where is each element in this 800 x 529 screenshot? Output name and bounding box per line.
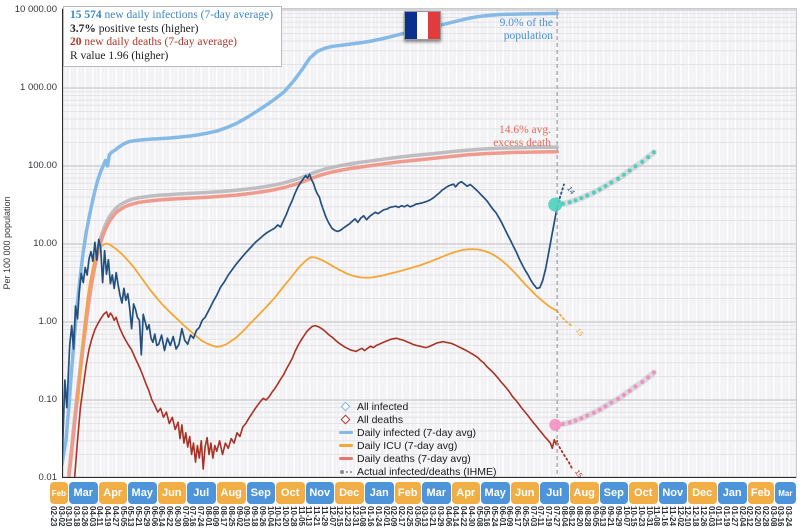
month-label-feb: Feb <box>394 482 421 504</box>
legend-line-icon <box>338 457 353 460</box>
stat-daily-deaths: 20 new daily deaths (7-day average) <box>70 36 237 48</box>
date-tick-label: 03-24 <box>784 506 793 527</box>
svg-text:14: 14 <box>565 186 575 196</box>
legend-item-label: Daily ICU (7-day avg) <box>357 439 458 452</box>
y-tick-label: 10.00 <box>33 238 57 249</box>
chart-canvas: 14 15 15 <box>62 8 797 478</box>
y-axis-title: Per 100 000 population <box>2 196 12 290</box>
legend-item-label: Actual infected/deaths (IHME) <box>357 465 497 478</box>
y-tick-label: 0.10 <box>38 394 58 405</box>
month-label-jan: Jan <box>717 482 747 504</box>
month-label-nov: Nov <box>658 482 687 504</box>
legend-dots-icon <box>338 469 353 474</box>
month-label-oct: Oct <box>628 482 658 504</box>
month-label-mar: Mar <box>421 482 451 504</box>
month-label-nov: Nov <box>305 482 334 504</box>
legend-item: Actual infected/deaths (IHME) <box>338 465 496 478</box>
month-label-jan: Jan <box>364 482 394 504</box>
legend-item: All infected <box>338 400 496 413</box>
population-annotation: 9.0% of the population <box>499 17 553 42</box>
month-label-may: May <box>127 482 157 504</box>
month-label-jun: Jun <box>510 482 539 504</box>
svg-text:15: 15 <box>573 469 583 478</box>
legend-line-icon <box>338 444 353 447</box>
legend-item: Daily deaths (7-day avg) <box>338 452 496 465</box>
month-label-mar: Mar <box>774 482 796 504</box>
month-label-feb: Feb <box>747 482 774 504</box>
month-label-feb: Feb <box>50 482 68 504</box>
stat-daily-infections: 15 574 new daily infections (7-day avera… <box>70 9 274 21</box>
legend-item: Daily infected (7-day avg) <box>338 426 496 439</box>
stats-info-box: 15 574 new daily infections (7-day avera… <box>63 6 283 67</box>
y-tick-label: 1.00 <box>38 316 58 327</box>
month-axis-bar: Feb Mar Apr May Jun Jul Aug Sep Oct Nov Dec Jan Feb M… <box>0 482 800 504</box>
legend-item-label: All infected <box>357 400 409 413</box>
y-tick-label: 1 000.00 <box>20 82 57 93</box>
month-label-dec: Dec <box>334 482 364 504</box>
legend-item: All deaths <box>338 413 496 426</box>
month-label-mar: Mar <box>68 482 98 504</box>
month-label-apr: Apr <box>451 482 480 504</box>
month-label-jun: Jun <box>157 482 186 504</box>
month-label-aug: Aug <box>569 482 599 504</box>
svg-text:15: 15 <box>574 327 584 337</box>
month-label-aug: Aug <box>216 482 246 504</box>
legend-item-label: All deaths <box>357 413 404 426</box>
chart-legend: All infected All deaths Daily infected (7-… <box>338 400 496 478</box>
legend-item: Daily ICU (7-day avg) <box>338 439 496 452</box>
y-tick-label: 0.01 <box>38 472 58 483</box>
y-tick-label: 100.00 <box>27 160 57 171</box>
legend-item-label: Daily infected (7-day avg) <box>357 426 477 439</box>
month-label-may: May <box>480 482 510 504</box>
france-flag-icon <box>404 11 441 40</box>
excess-death-annotation: 14.6% avg. excess death <box>493 124 551 149</box>
month-label-apr: Apr <box>98 482 127 504</box>
date-axis-labels: 02-23 03-02 03-10 03-18 03-26 04-03 04-11 04-19… <box>0 505 800 529</box>
y-tick-label: 10 000.00 <box>14 4 57 15</box>
month-label-sep: Sep <box>246 482 275 504</box>
legend-item-label: Daily deaths (7-day avg) <box>357 452 471 465</box>
stat-positive-tests: 3.7% positive tests (higher) <box>70 22 199 35</box>
month-label-jul: Jul <box>186 482 216 504</box>
month-label-oct: Oct <box>275 482 305 504</box>
legend-diamond-icon <box>338 414 353 425</box>
chart-plot-area: 14 15 15 <box>62 8 797 478</box>
legend-line-icon <box>338 431 353 434</box>
month-label-jul: Jul <box>539 482 569 504</box>
month-label-sep: Sep <box>599 482 628 504</box>
legend-diamond-icon <box>338 401 353 412</box>
month-label-dec: Dec <box>687 482 717 504</box>
stat-r-value: R value 1.96 (higher) <box>70 49 169 62</box>
